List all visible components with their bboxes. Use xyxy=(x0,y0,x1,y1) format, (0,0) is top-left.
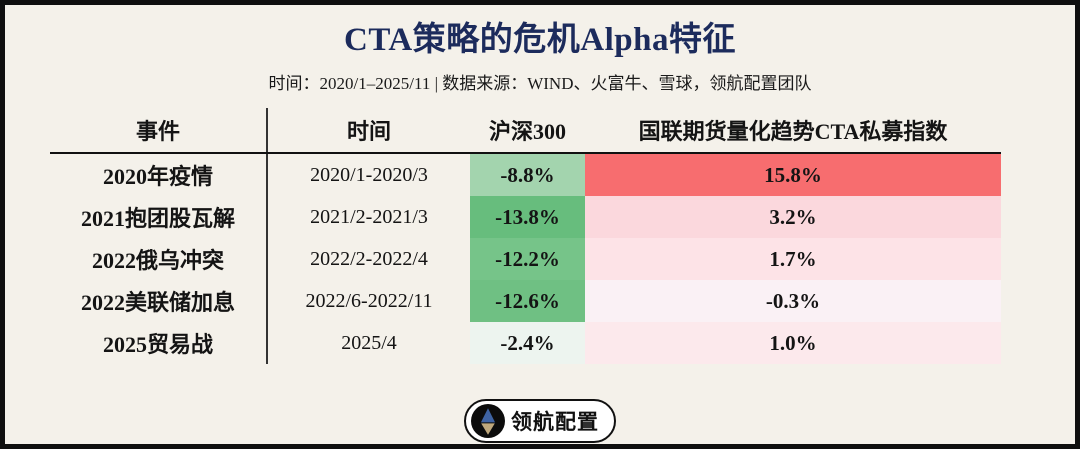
table-row: 2025贸易战 2025/4 -2.4% 1.0% xyxy=(50,322,1001,364)
event-cell: 2021抱团股瓦解 xyxy=(50,196,268,238)
crisis-alpha-table: 事件 时间 沪深300 国联期货量化趋势CTA私募指数 2020年疫情 2020… xyxy=(50,108,1001,364)
column-header-csi300: 沪深300 xyxy=(488,119,566,144)
period-cell: 2025/4 xyxy=(341,331,397,354)
logo-text: 领航配置 xyxy=(511,410,599,434)
cta-cell: 1.7% xyxy=(585,238,1001,280)
cta-cell: 15.8% xyxy=(585,154,1001,196)
event-cell: 2025贸易战 xyxy=(50,322,268,364)
cta-cell: -0.3% xyxy=(585,280,1001,322)
csi300-cell: -12.6% xyxy=(470,280,585,322)
page-title: CTA策略的危机Alpha特征 xyxy=(344,22,736,58)
event-cell: 2022俄乌冲突 xyxy=(50,238,268,280)
brand-logo-badge: 领航配置 xyxy=(464,399,616,443)
period-cell: 2022/2-2022/4 xyxy=(310,247,428,270)
table-row: 2021抱团股瓦解 2021/2-2021/3 -13.8% 3.2% xyxy=(50,196,1001,238)
event-cell: 2022美联储加息 xyxy=(50,280,268,322)
period-cell: 2020/1-2020/3 xyxy=(310,163,428,186)
table-row: 2022俄乌冲突 2022/2-2022/4 -12.2% 1.7% xyxy=(50,238,1001,280)
column-header-cta-index: 国联期货量化趋势CTA私募指数 xyxy=(638,119,948,144)
table-row: 2020年疫情 2020/1-2020/3 -8.8% 15.8% xyxy=(50,154,1001,196)
table-header-row: 事件 时间 沪深300 国联期货量化趋势CTA私募指数 xyxy=(50,108,1001,154)
period-cell: 2022/6-2022/11 xyxy=(305,289,433,312)
cta-cell: 3.2% xyxy=(585,196,1001,238)
column-header-period: 时间 xyxy=(346,119,391,144)
cta-cell: 1.0% xyxy=(585,322,1001,364)
csi300-cell: -8.8% xyxy=(470,154,585,196)
logo-diamond-icon xyxy=(471,404,505,438)
page-subtitle: 时间：2020/1–2025/11 | 数据来源：WIND、火富牛、雪球，领航配… xyxy=(268,74,812,93)
csi300-cell: -13.8% xyxy=(470,196,585,238)
column-header-event: 事件 xyxy=(50,108,268,152)
event-cell: 2020年疫情 xyxy=(50,154,268,196)
table-row: 2022美联储加息 2022/6-2022/11 -12.6% -0.3% xyxy=(50,280,1001,322)
csi300-cell: -12.2% xyxy=(470,238,585,280)
csi300-cell: -2.4% xyxy=(470,322,585,364)
period-cell: 2021/2-2021/3 xyxy=(310,205,428,228)
